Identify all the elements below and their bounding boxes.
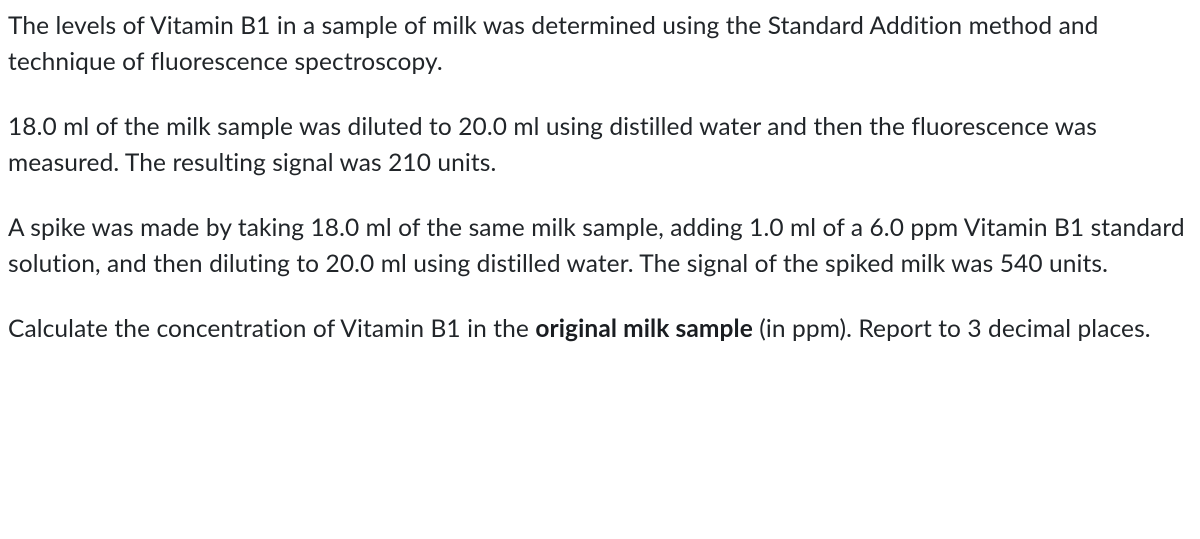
paragraph-spike: A spike was made by taking 18.0 ml of th…	[8, 210, 1190, 281]
prompt-pre-text: Calculate the concentration of Vitamin B…	[8, 314, 535, 343]
prompt-bold-text: original milk sample	[535, 314, 753, 343]
prompt-post-text: (in ppm). Report to 3 decimal places.	[753, 314, 1151, 343]
paragraph-sample-dilution: 18.0 ml of the milk sample was diluted t…	[8, 109, 1190, 180]
question-text-block: The levels of Vitamin B1 in a sample of …	[0, 0, 1200, 355]
paragraph-prompt: Calculate the concentration of Vitamin B…	[8, 311, 1190, 347]
paragraph-intro: The levels of Vitamin B1 in a sample of …	[8, 8, 1190, 79]
